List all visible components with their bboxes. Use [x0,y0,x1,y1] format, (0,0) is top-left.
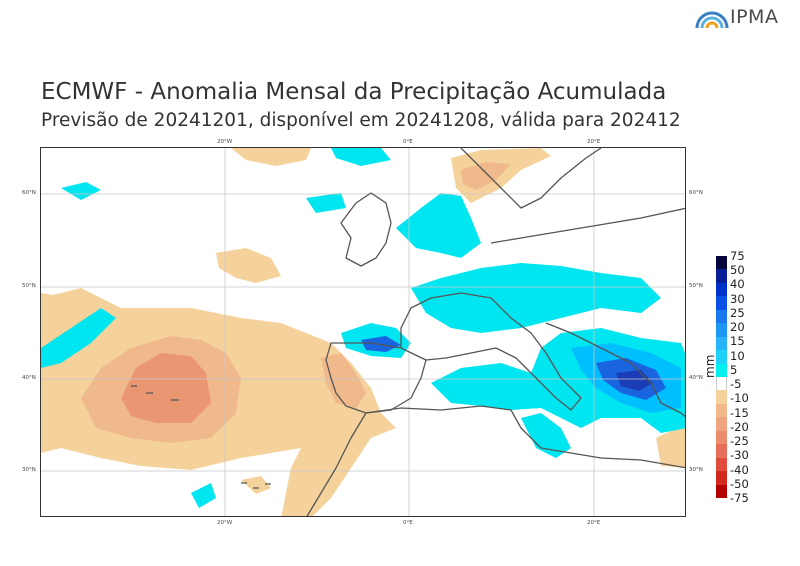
lat-label-left-60n: 60°N [22,190,36,196]
colorbar-tick-label: 75 [730,249,745,263]
colorbar-segment [716,471,727,486]
coast-balkans [545,322,685,418]
colorbar-segment [716,417,727,432]
colorbar-tick-label: 20 [730,320,745,335]
lat-label-right-40n: 40°N [689,375,703,381]
wet-area-ionian [521,413,571,458]
colorbar-unit: mm [703,354,717,378]
colorbar-tick-label: -50 [730,476,749,491]
ipma-rainbow-icon [695,11,729,29]
precipitation-anomaly-map [40,147,686,517]
colorbar-segment [716,390,727,405]
colorbar-tick-label: -5 [730,377,742,392]
dry-area-iberia-west [321,353,366,408]
colorbar-segment [716,309,727,324]
wet-anomaly-areas [41,148,685,508]
colorbar-tick-label: 40 [730,277,745,292]
wet-area-north-sea [396,193,481,258]
dry-anomaly-areas [41,148,685,516]
lon-label-top-20e: 20°E [587,139,601,145]
colorbar [716,256,727,499]
wet-area-atlantic-2 [41,308,116,368]
wet-area-iceland [331,148,391,166]
coast-canaries [241,482,271,489]
colorbar-segment [716,484,727,499]
colorbar-segment [716,444,727,459]
colorbar-tick-label: 25 [730,305,745,320]
coast-scandinavia [460,148,602,209]
dry-area-canary [241,476,271,494]
wet-area-atlantic-1 [61,182,101,200]
coast-british-isles [340,192,392,267]
colorbar-tick-label: -40 [730,462,749,477]
wet-area-west-small [306,193,346,213]
colorbar-tick-label: 30 [730,291,745,306]
colorbar-tick-label: 5 [730,362,738,377]
colorbar-segment [716,269,727,284]
colorbar-segment [716,282,727,297]
lon-label-top-0e: 0°E [403,139,413,145]
colorbar-segment [716,296,727,311]
coastlines [131,148,685,516]
dry-area-northwest [41,293,86,338]
colorbar-segment [716,336,727,351]
colorbar-tick-label: -75 [730,491,749,505]
lon-label-bottom-20w: 20°W [217,520,233,526]
lat-label-right-60n: 60°N [689,190,703,196]
lat-label-right-30n: 30°N [689,467,703,473]
lon-label-bottom-0e: 0°E [403,520,413,526]
colorbar-tick-label: -20 [730,419,749,434]
colorbar-tick-label: -15 [730,405,749,420]
colorbar-tick-label: 10 [730,348,745,363]
page-title: ECMWF - Anomalia Mensal da Precipitação … [41,79,667,105]
coast-azores [131,385,179,401]
lat-label-left-30n: 30°N [22,467,36,473]
lat-label-left-50n: 50°N [22,283,36,289]
colorbar-segment [716,350,727,365]
map-canvas [41,148,685,516]
brand-logo-text: IPMA [730,6,779,28]
wet-area-canary-west [191,483,216,508]
colorbar-segment [716,323,727,338]
lon-label-top-20w: 20°W [217,139,233,145]
wet-area-central-europe [411,263,661,333]
dry-area-midatlantic [216,248,281,283]
coast-baltic [490,207,685,244]
colorbar-tick-label: 15 [730,334,745,349]
colorbar-segment [716,457,727,472]
lat-label-left-40n: 40°N [22,375,36,381]
coast-north-africa [365,405,685,469]
colorbar-tick-label: -30 [730,448,749,463]
colorbar-segment [716,256,727,270]
dry-area-greenland [231,148,311,166]
colorbar-segment [716,430,727,445]
dry-area-aegean-east [656,423,685,468]
lon-label-bottom-20e: 20°E [587,520,601,526]
page-subtitle: Previsão de 20241201, disponível em 2024… [41,110,681,131]
colorbar-tick-label: -10 [730,391,749,406]
colorbar-segment [716,403,727,418]
coast-france-italy [400,292,582,411]
lat-label-right-50n: 50°N [689,283,703,289]
wet-area-biscay-core [361,336,401,352]
colorbar-segment [716,363,727,378]
dry-area-scandinavia-core [461,162,511,190]
dry-area-atlantic-strong [121,353,211,423]
colorbar-segment [716,377,727,391]
colorbar-tick-label: -25 [730,434,749,449]
colorbar-tick-label: 50 [730,263,745,278]
